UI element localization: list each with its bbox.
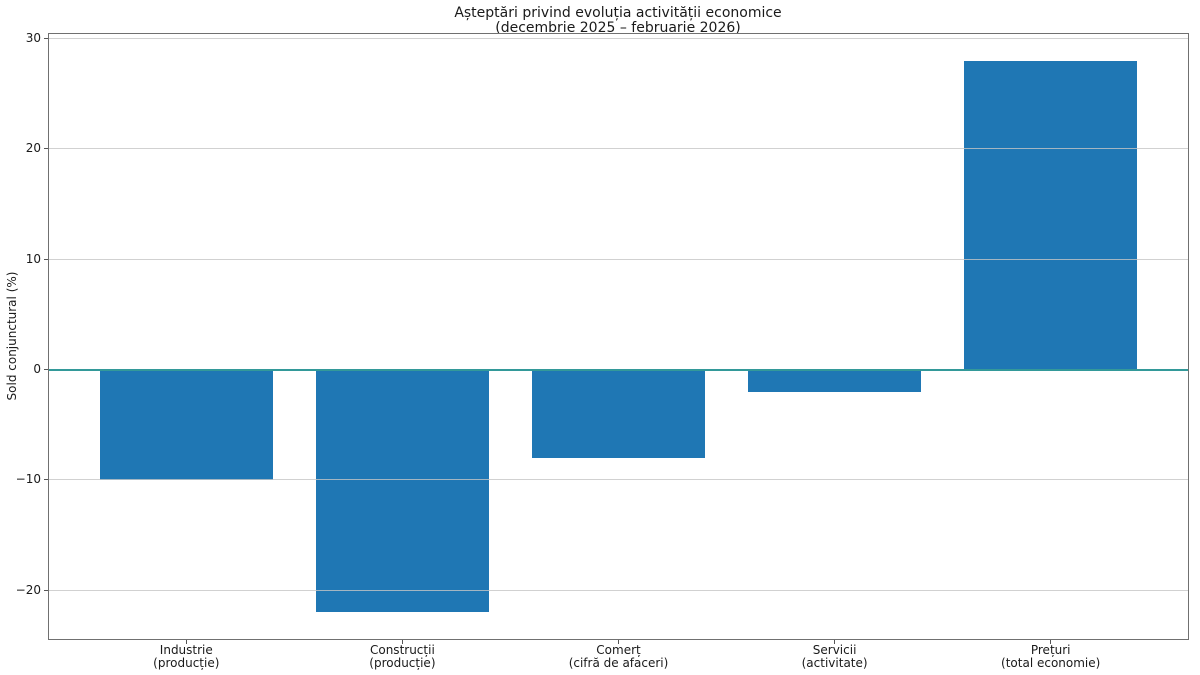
zero-line	[48, 368, 1189, 371]
xtick-label-2: Comerț (cifră de afaceri)	[509, 644, 729, 669]
ytick-label-−20: −20	[15, 582, 41, 597]
ytick-label-30: 30	[25, 31, 41, 46]
xtick-label-1: Construcții (producție)	[292, 644, 512, 669]
xtick-label-line2: (producție)	[369, 655, 436, 670]
chart-title: Așteptări privind evoluția activității e…	[454, 5, 782, 21]
chart-subtitle: (decembrie 2025 – februarie 2026)	[495, 20, 741, 36]
xtick-mark-3	[834, 640, 836, 644]
bar-0	[99, 369, 273, 480]
xtick-label-line1: Industrie	[159, 643, 213, 657]
ytick-mark-10	[44, 258, 48, 260]
xtick-label-line2: (total economie)	[1001, 655, 1101, 670]
gridline-−10	[48, 479, 1189, 481]
xtick-label-line2: (activitate)	[801, 655, 868, 670]
xtick-mark-4	[1050, 640, 1052, 644]
ytick-mark-30	[44, 38, 48, 40]
bar-3	[748, 369, 922, 392]
chart-title-block: Așteptări privind evoluția activității e…	[218, 6, 1018, 36]
xtick-label-line1: Servicii	[812, 643, 857, 657]
xtick-label-line2: (cifră de afaceri)	[568, 655, 669, 670]
xtick-label-line1: Prețuri	[1030, 643, 1071, 657]
gridline-10	[48, 258, 1189, 260]
xtick-mark-1	[401, 640, 403, 644]
xtick-label-3: Servicii (activitate)	[725, 644, 945, 669]
xtick-label-line2: (producție)	[153, 655, 220, 670]
gridline-30	[48, 38, 1189, 40]
ytick-mark-0	[44, 369, 48, 371]
xtick-mark-0	[185, 640, 187, 644]
gridline-20	[48, 148, 1189, 150]
y-axis-label: Sold conjunctural (%)	[5, 271, 19, 401]
ytick-mark-−20	[44, 589, 48, 591]
bar-4	[964, 60, 1138, 370]
ytick-label-−10: −10	[15, 472, 41, 487]
ytick-label-10: 10	[25, 251, 41, 266]
xtick-label-4: Prețuri (total economie)	[941, 644, 1161, 669]
xtick-label-line1: Comerț	[596, 643, 641, 657]
ytick-label-20: 20	[25, 141, 41, 156]
xtick-label-line1: Construcții	[369, 643, 435, 657]
bar-2	[532, 369, 705, 458]
bar-1	[315, 369, 489, 613]
ytick-label-0: 0	[33, 362, 41, 377]
xtick-label-0: Industrie (producție)	[76, 644, 296, 669]
plot-area	[48, 33, 1189, 640]
xtick-mark-2	[618, 640, 619, 644]
ytick-mark-−10	[44, 479, 48, 481]
gridline-−20	[48, 589, 1189, 591]
ytick-mark-20	[44, 148, 48, 150]
